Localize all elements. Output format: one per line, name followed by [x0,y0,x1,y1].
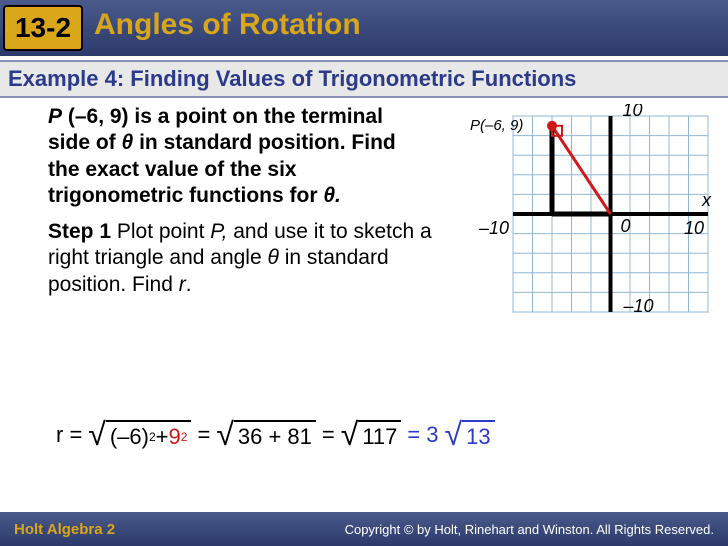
r2: 36 + 81 [238,424,312,450]
r-equals: r = [56,422,82,448]
example-title: Example 4: Finding Values of Trigonometr… [0,60,728,98]
section-box: 13-2 [0,0,86,56]
plus1: + [156,424,169,450]
footer: Holt Algebra 2 Copyright © by Holt, Rine… [0,512,728,546]
svg-text:0: 0 [621,216,631,236]
section-number: 13-2 [3,5,83,51]
header: 13-2 Angles of Rotation [0,0,728,56]
coordinate-graph: 10 –10 –10 10 0 x P(–6, 9) [468,104,718,324]
step-t1: Plot point [117,220,210,243]
neg6: (–6) [110,424,149,450]
theta-1: θ [122,131,134,154]
point-label: P [48,105,62,128]
copyright: Copyright © by Holt, Rinehart and Winsto… [345,522,714,537]
svg-text:P(–6, 9): P(–6, 9) [470,117,523,134]
sqrt-2: √ 36 + 81 [216,420,316,450]
svg-text:10: 10 [622,104,642,120]
page-title: Angles of Rotation [94,8,361,42]
course-name: Holt Algebra 2 [14,521,115,538]
sq2: 2 [181,430,188,444]
step-label: Step 1 [48,220,117,243]
theta-2: θ. [323,184,341,207]
step-period: . [186,273,192,296]
svg-text:–10: –10 [478,218,509,238]
equation: r = √ (–6)2 + 92 = √ 36 + 81 = √ 117 = 3… [56,420,495,450]
eq2: = [322,422,335,448]
sq1: 2 [149,430,156,444]
step-r: r [179,273,186,296]
r3: 117 [362,424,397,450]
step-p: P, [210,220,227,243]
coeff: 3 [426,422,438,448]
sqrt-4: √ 13 [445,420,495,450]
step-text: Step 1 Plot point P, and use it to sketc… [48,219,448,298]
step-theta: θ [268,246,279,269]
svg-text:–10: –10 [622,296,653,316]
eq1: = [197,422,210,448]
coords: (–6, 9) [68,105,129,128]
svg-text:x: x [701,190,712,210]
svg-text:10: 10 [684,218,704,238]
eq3: = [407,422,420,448]
sqrt-1: √ (–6)2 + 92 [88,420,191,450]
sqrt-3: √ 117 [341,420,402,450]
problem-text: P (–6, 9) is a point on the terminal sid… [48,104,422,209]
thirteen: 13 [466,424,490,450]
nine: 9 [169,424,181,450]
